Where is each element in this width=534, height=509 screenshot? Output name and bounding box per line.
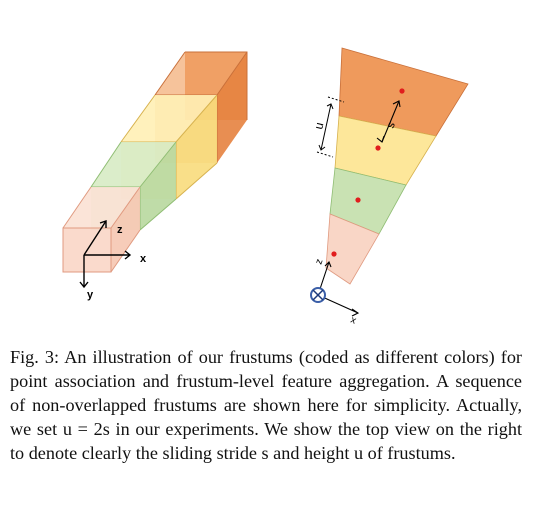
top-axis-label-z: z [313, 258, 325, 266]
center-point-pink [331, 251, 337, 257]
height-dimension [316, 96, 345, 158]
top-x-axis-arrowhead [351, 308, 360, 317]
axis-label-x: x [140, 253, 147, 265]
frustum-3d-diagram: z x y [62, 51, 248, 301]
frustum-3d-pink [62, 186, 141, 273]
x-axis-arrowhead [124, 250, 132, 260]
figure-caption: Fig. 3: An illustration of our frustums … [10, 347, 522, 463]
z-axis [83, 220, 107, 256]
top-axis-label-x: x [349, 315, 358, 327]
top-view-diagram: s u z x [310, 47, 469, 327]
axes-3d [79, 220, 132, 289]
top-view-pink-frustum [325, 213, 380, 285]
stride-label-s: s [385, 120, 398, 130]
frustum-figure: z x y s u [62, 47, 469, 327]
axis-label-y: y [87, 289, 94, 301]
center-point-yellow [375, 145, 381, 151]
axis-label-z: z [117, 224, 123, 236]
y-axis-arrowhead [79, 281, 89, 289]
height-label-u: u [311, 121, 326, 131]
stride-arrow [376, 100, 401, 143]
top-z-axis-arrowhead [324, 261, 332, 268]
center-point-orange [399, 88, 405, 94]
z-axis-arrowhead [99, 220, 107, 228]
center-point-green [355, 197, 361, 203]
